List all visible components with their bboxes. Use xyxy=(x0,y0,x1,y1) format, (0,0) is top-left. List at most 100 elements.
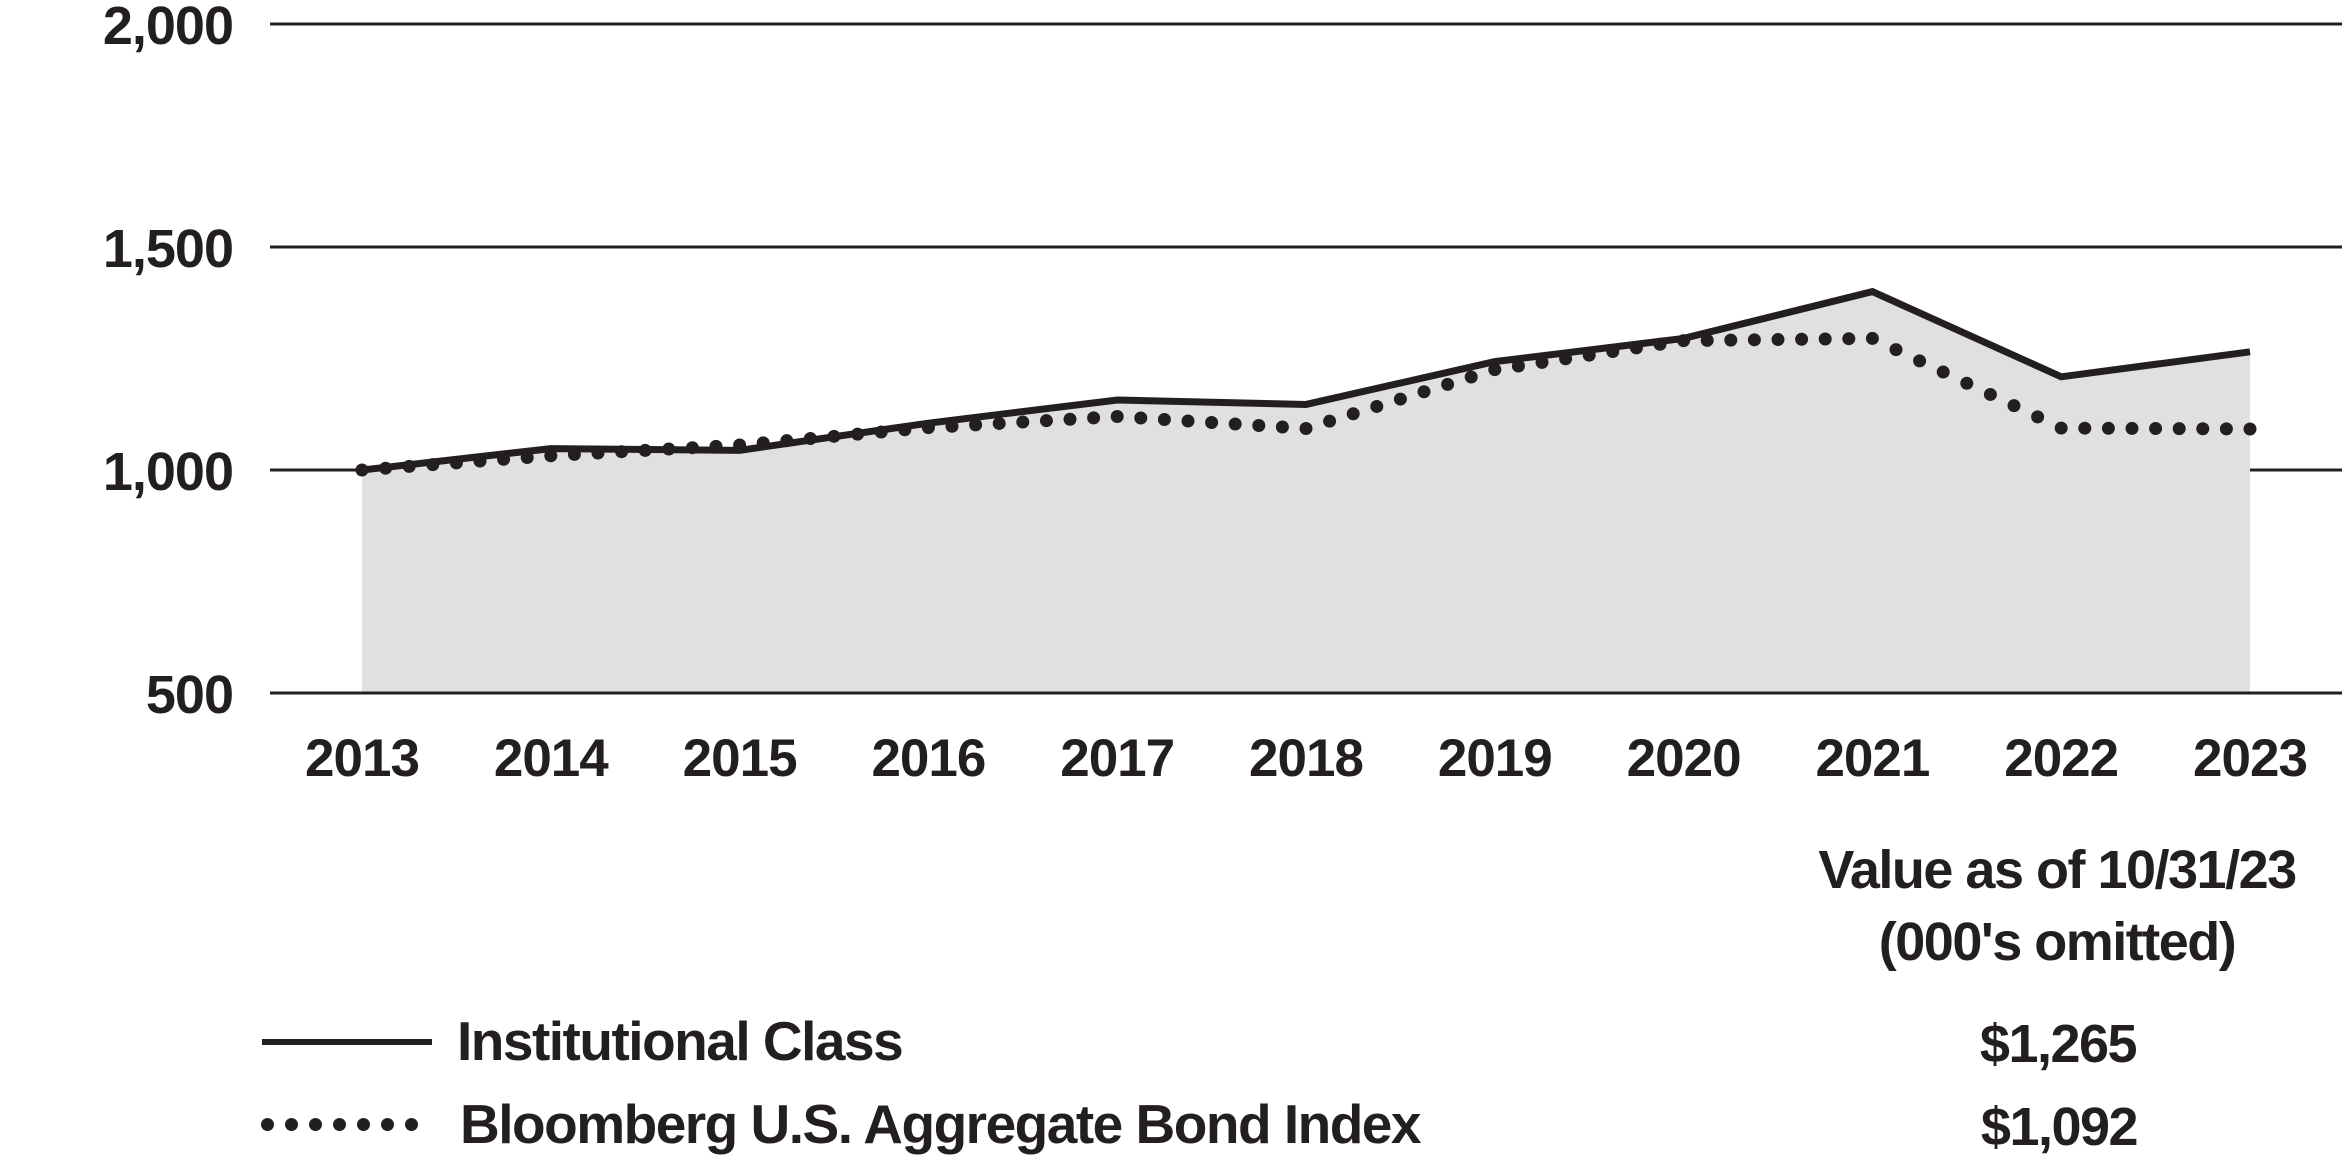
dotted-line-bloomberg-dot xyxy=(992,416,1006,430)
dotted-line-bloomberg-dot xyxy=(756,436,770,450)
dotted-line-bloomberg-dot xyxy=(1323,414,1337,428)
x-tick-label-2013: 2013 xyxy=(305,729,419,788)
dotted-line-bloomberg-dot xyxy=(945,419,959,433)
dotted-line-bloomberg-dot xyxy=(520,451,534,465)
x-tick-label-2019: 2019 xyxy=(1438,729,1552,788)
dotted-line-bloomberg-dot xyxy=(1228,417,1242,431)
dotted-line-bloomberg-dot xyxy=(1087,411,1101,425)
x-tick-label-2015: 2015 xyxy=(683,729,797,788)
dotted-line-bloomberg-dot xyxy=(969,418,983,432)
legend-solid-line-swatch xyxy=(262,1039,432,1045)
value-column-header-line1: Value as of 10/31/23 xyxy=(1818,840,2297,900)
dotted-line-bloomberg-dot xyxy=(851,427,865,441)
dotted-line-bloomberg-dot xyxy=(1582,348,1596,362)
dotted-line-bloomberg-dot xyxy=(1795,332,1809,346)
x-tick-label-2020: 2020 xyxy=(1627,729,1741,788)
dotted-line-bloomberg-dot xyxy=(1417,385,1431,399)
legend-dot xyxy=(285,1118,298,1131)
dotted-line-bloomberg-dot xyxy=(1865,331,1879,345)
y-tick-label-500: 500 xyxy=(146,665,233,725)
dotted-line-bloomberg-dot xyxy=(1063,412,1077,426)
dotted-line-bloomberg-dot xyxy=(1393,392,1407,406)
dotted-line-bloomberg-dot xyxy=(1275,420,1289,434)
x-tick-label-2022: 2022 xyxy=(2004,729,2118,788)
dotted-line-bloomberg-dot xyxy=(1464,370,1478,384)
dotted-line-bloomberg-dot xyxy=(1983,387,1997,401)
dotted-line-bloomberg-dot xyxy=(567,447,581,461)
dotted-line-bloomberg-dot xyxy=(1039,414,1053,428)
dotted-line-bloomberg-dot xyxy=(1511,359,1525,373)
legend-dot xyxy=(333,1118,346,1131)
line-institutional-class xyxy=(361,287,2251,474)
dotted-line-bloomberg-dot xyxy=(1700,333,1714,347)
y-tick-label-2000: 2,000 xyxy=(103,0,233,56)
dotted-line-bloomberg-dot xyxy=(1181,414,1195,428)
dotted-line-bloomberg-dot xyxy=(355,463,369,477)
dotted-line-bloomberg-dot xyxy=(1842,332,1856,346)
legend-dot xyxy=(309,1118,322,1131)
legend-label-institutional-class: Institutional Class xyxy=(457,1010,904,1072)
dotted-line-bloomberg-dot xyxy=(1299,422,1313,436)
legend-dotted-line-swatch xyxy=(261,1118,418,1131)
dotted-line-bloomberg-dot xyxy=(1134,411,1148,425)
dotted-line-bloomberg-dot xyxy=(615,445,629,459)
dotted-line-bloomberg-dot xyxy=(449,456,463,470)
dotted-line-bloomberg-dot xyxy=(426,458,440,472)
dotted-line-bloomberg-dot xyxy=(402,459,416,473)
value-column-header-line2: (000's omitted) xyxy=(1878,912,2237,972)
dotted-line-bloomberg-dot xyxy=(1677,334,1691,348)
dotted-line-bloomberg-dot xyxy=(2125,421,2139,435)
performance-line-chart: 2,000 1,500 1,000 500 2013 2014 2015 2016 2017 20… xyxy=(103,0,2342,788)
dotted-line-bloomberg-dot xyxy=(1346,407,1360,421)
dotted-line-bloomberg-dot xyxy=(780,434,794,448)
dotted-line-bloomberg-dot xyxy=(2243,422,2257,436)
value-column-header: Value as of 10/31/23 (000's omitted) xyxy=(1818,834,2297,978)
dotted-line-bloomberg-dot xyxy=(1205,416,1219,430)
dotted-line-bloomberg-dot xyxy=(1441,377,1455,391)
dotted-line-bloomberg-dot xyxy=(874,425,888,439)
dotted-line-bloomberg-dot xyxy=(497,452,511,466)
dotted-line-bloomberg-dot xyxy=(473,454,487,468)
x-tick-label-2017: 2017 xyxy=(1060,729,1174,788)
dotted-line-bloomberg-dot xyxy=(1818,332,1832,346)
dotted-line-bloomberg-dot xyxy=(827,429,841,443)
dotted-line-bloomberg-dot xyxy=(685,441,699,455)
legend-dot xyxy=(381,1118,394,1131)
dotted-line-bloomberg-dot xyxy=(638,443,652,457)
dotted-line-bloomberg-dot xyxy=(1771,333,1785,347)
dotted-line-bloomberg-dot xyxy=(1370,399,1384,413)
dotted-line-bloomberg-dot xyxy=(1889,343,1903,357)
dotted-line-bloomberg-dot xyxy=(921,421,935,435)
dotted-line-bloomberg-dot xyxy=(1157,412,1171,426)
dotted-line-bloomberg-dot xyxy=(2031,410,2045,424)
legend-dot xyxy=(357,1118,370,1131)
x-tick-label-2021: 2021 xyxy=(1815,729,1929,788)
value-institutional-class: $1,265 xyxy=(1979,1014,2138,1074)
x-tick-label-2023: 2023 xyxy=(2193,729,2307,788)
dotted-line-bloomberg-dot xyxy=(709,439,723,453)
dotted-line-bloomberg-dot xyxy=(1629,341,1643,355)
dotted-line-bloomberg-dot xyxy=(379,461,393,475)
x-tick-label-2018: 2018 xyxy=(1249,729,1363,788)
dotted-line-bloomberg-dot xyxy=(2219,422,2233,436)
dotted-line-bloomberg-dot xyxy=(898,423,912,437)
y-tick-label-1000: 1,000 xyxy=(103,442,233,502)
legend-dot xyxy=(261,1118,274,1131)
dotted-line-bloomberg-dot xyxy=(1606,345,1620,359)
dotted-line-bloomberg-dot xyxy=(1559,352,1573,366)
dotted-line-bloomberg-dot xyxy=(1960,376,1974,390)
dotted-line-bloomberg-dot xyxy=(2172,422,2186,436)
dotted-line-bloomberg-dot xyxy=(544,449,558,463)
dotted-line-bloomberg-dot xyxy=(1747,333,1761,347)
dotted-line-bloomberg-dot xyxy=(2101,421,2115,435)
dotted-line-bloomberg-dot xyxy=(2078,421,2092,435)
dotted-line-bloomberg-dot xyxy=(1936,365,1950,379)
legend-dot xyxy=(405,1118,418,1131)
dotted-line-bloomberg-dot xyxy=(2054,421,2068,435)
y-tick-label-1500: 1,500 xyxy=(103,219,233,279)
dotted-line-bloomberg-dot xyxy=(1252,419,1266,433)
dotted-line-bloomberg-dot xyxy=(1653,337,1667,351)
dotted-line-bloomberg-dot xyxy=(2007,399,2021,413)
value-bloomberg-index: $1,092 xyxy=(1980,1097,2139,1157)
